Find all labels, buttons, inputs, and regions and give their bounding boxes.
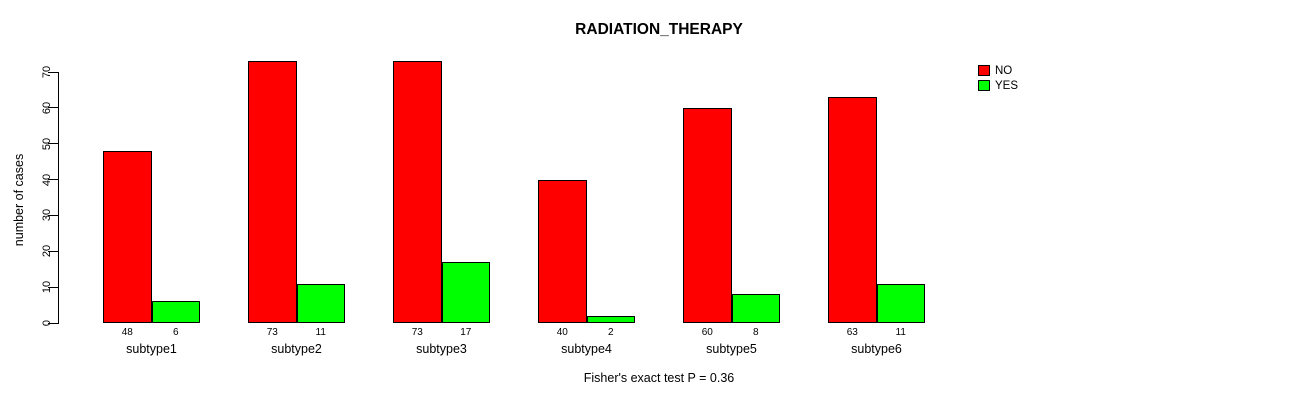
- y-axis-tick: [48, 179, 59, 181]
- bar-value-label: 6: [172, 327, 179, 338]
- bar-value-label: 11: [895, 327, 906, 338]
- bar-no-subtype4: [538, 180, 587, 323]
- y-axis-line: [58, 72, 59, 324]
- bar-value-label: 73: [411, 327, 423, 338]
- bar-no-subtype5: [683, 108, 732, 323]
- bar-yes-subtype1: [151, 301, 200, 323]
- bar-value-label: 2: [607, 327, 614, 338]
- y-axis-tick-label: 40: [41, 173, 53, 186]
- bar-value-label: 73: [266, 327, 278, 338]
- chart-title: RADIATION_THERAPY: [575, 21, 743, 38]
- bar-yes-subtype5: [731, 294, 780, 323]
- y-axis-tick: [48, 214, 59, 216]
- bar-yes-subtype2: [296, 284, 345, 323]
- bar-no-subtype3: [393, 61, 442, 323]
- x-category-label-subtype5: subtype5: [706, 342, 757, 356]
- legend: NO YES: [978, 63, 1018, 93]
- y-axis-tick-label: 30: [41, 209, 53, 222]
- y-axis-tick-label: 60: [41, 101, 53, 114]
- bar-value-label: 40: [556, 327, 568, 338]
- legend-label-no: NO: [995, 64, 1013, 77]
- legend-item-yes: YES: [978, 78, 1018, 93]
- y-axis-tick: [48, 250, 59, 252]
- y-axis-tick: [48, 143, 59, 145]
- bar-no-subtype2: [248, 61, 297, 323]
- bar-no-subtype1: [103, 151, 152, 323]
- bar-value-label: 11: [315, 327, 326, 338]
- bar-yes-subtype3: [441, 262, 490, 323]
- bar-value-label: 48: [121, 327, 133, 338]
- bar-value-label: 60: [701, 327, 713, 338]
- x-category-label-subtype2: subtype2: [271, 342, 322, 356]
- bar-yes-subtype6: [876, 284, 925, 323]
- y-axis-label: number of cases: [12, 153, 26, 247]
- bar-value-label: 63: [846, 327, 858, 338]
- legend-item-no: NO: [978, 63, 1018, 78]
- x-category-label-subtype1: subtype1: [126, 342, 177, 356]
- y-axis-tick-label: 50: [41, 137, 53, 150]
- y-axis-tick-label: 0: [41, 319, 53, 327]
- legend-label-yes: YES: [995, 79, 1019, 92]
- y-axis-tick: [48, 286, 59, 288]
- legend-swatch-no: [978, 65, 990, 76]
- x-category-label-subtype4: subtype4: [561, 342, 612, 356]
- y-axis-tick-label: 20: [41, 245, 53, 258]
- y-axis-tick: [48, 71, 59, 73]
- bar-yes-subtype4: [586, 316, 635, 323]
- bar-value-label: 17: [460, 327, 472, 338]
- y-axis-tick-label: 10: [41, 281, 53, 294]
- y-axis-tick: [48, 107, 59, 109]
- x-category-label-subtype3: subtype3: [416, 342, 467, 356]
- legend-swatch-yes: [978, 80, 990, 91]
- y-axis-tick-label: 70: [41, 65, 53, 79]
- bar-value-label: 8: [752, 327, 759, 338]
- y-axis-tick: [48, 322, 59, 324]
- annotation-fisher-test: Fisher's exact test P = 0.36: [583, 371, 735, 385]
- x-category-label-subtype6: subtype6: [851, 342, 902, 356]
- bar-no-subtype6: [828, 97, 877, 323]
